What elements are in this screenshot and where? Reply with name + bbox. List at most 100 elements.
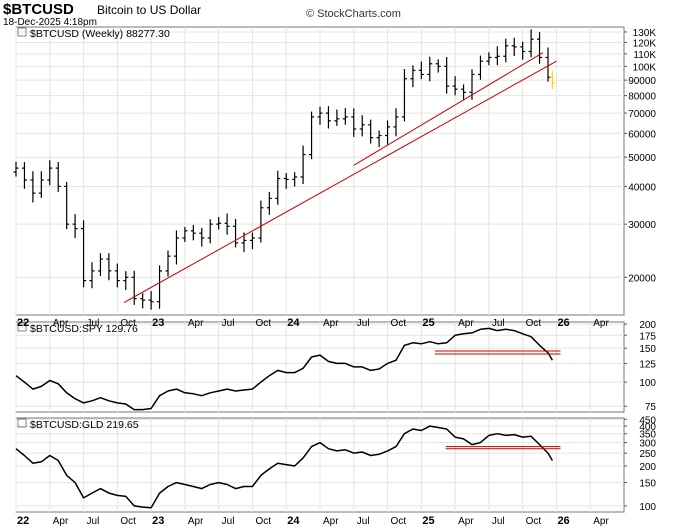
x-tick-label: Jul <box>357 516 370 527</box>
x-tick-label: 22 <box>17 317 29 329</box>
price-bar <box>131 270 137 305</box>
y-tick-label: 175 <box>639 331 656 342</box>
price-bar <box>47 160 53 186</box>
price-bar <box>376 130 382 148</box>
x-tick-label: Apr <box>323 318 339 329</box>
x-tick-label: Jul <box>87 318 100 329</box>
price-bar <box>199 227 205 247</box>
x-tick-label: Oct <box>526 516 542 527</box>
price-bar <box>351 108 357 137</box>
y-tick-label: 450 <box>639 415 656 426</box>
price-bar <box>309 111 315 160</box>
price-bar <box>249 232 255 250</box>
x-tick-label: 25 <box>422 317 434 329</box>
x-tick-label: Jul <box>492 516 505 527</box>
price-bar <box>13 161 19 177</box>
chart-ticker: $BTCUSD <box>3 1 74 18</box>
x-tick-label: Apr <box>593 516 609 527</box>
y-tick-label: 120K <box>633 38 657 49</box>
y-tick-label: 60000 <box>628 129 656 140</box>
x-tick-label: 23 <box>152 515 164 527</box>
price-bar <box>89 262 95 289</box>
price-bar <box>477 55 483 80</box>
price-bar <box>224 213 230 235</box>
y-tick-label: 70000 <box>628 109 656 120</box>
y-tick-label: 200 <box>639 462 656 473</box>
y-tick-label: 20000 <box>628 273 656 284</box>
price-bar <box>106 253 112 281</box>
trendline <box>353 52 544 166</box>
x-tick-label: 24 <box>287 317 300 329</box>
price-bar <box>359 115 365 137</box>
y-tick-label: 250 <box>639 449 656 460</box>
panel-icon <box>17 322 27 332</box>
x-tick-label: Apr <box>53 318 69 329</box>
x-tick-label: Oct <box>391 516 407 527</box>
price-bar <box>300 145 306 185</box>
y-tick-label: 75 <box>645 402 657 413</box>
x-tick-label: Jul <box>222 516 235 527</box>
price-bar <box>182 226 188 243</box>
price-bar <box>334 109 340 126</box>
y-tick-label: 400 <box>639 422 656 433</box>
price-bar <box>258 200 264 243</box>
x-tick-label: Oct <box>255 318 271 329</box>
x-tick-label: Jul <box>357 318 370 329</box>
x-tick-label: Oct <box>120 318 136 329</box>
chart-datetime: 18-Dec-2025 4:18pm <box>3 17 97 28</box>
price-bar <box>393 108 399 137</box>
price-bar <box>444 57 450 94</box>
price-bar <box>140 293 146 309</box>
x-tick-label: Apr <box>188 318 204 329</box>
price-bar <box>64 181 70 230</box>
x-tick-label: Apr <box>458 318 474 329</box>
price-bar <box>368 119 374 144</box>
x-tick-label: 26 <box>557 515 569 527</box>
price-bar <box>494 46 500 66</box>
trendline <box>123 60 557 303</box>
price-bar <box>342 108 348 125</box>
x-tick-label: Apr <box>458 516 474 527</box>
x-tick-label: Jul <box>87 516 100 527</box>
y-tick-label: 300 <box>639 439 656 450</box>
price-bar <box>81 220 87 288</box>
x-axis: 22 Apr Jul Oct 23 Apr Jul Oct 24 Apr Jul Oct 25 Apr Ju… <box>17 317 609 527</box>
price-bar <box>435 59 441 73</box>
ratio-line <box>15 327 554 411</box>
x-tick-label: Jul <box>222 318 235 329</box>
price-bar <box>190 224 196 241</box>
price-bar <box>427 56 433 82</box>
x-tick-label: 22 <box>17 515 29 527</box>
price-bar <box>317 106 323 125</box>
price-bar <box>401 69 407 122</box>
price-bar <box>520 41 526 60</box>
price-bar <box>97 253 103 276</box>
x-tick-label: Apr <box>323 516 339 527</box>
price-bar <box>461 84 467 100</box>
y-tick-label: 100K <box>633 62 657 73</box>
ratio-line <box>15 425 554 509</box>
y-tick-label: 50000 <box>628 153 656 164</box>
x-tick-label: Oct <box>255 516 271 527</box>
price-bar <box>385 120 391 145</box>
y-tick-label: 100 <box>639 378 656 389</box>
panel-icon <box>17 418 27 428</box>
panel-label: $BTCUSD (Weekly) 88277.30 <box>30 28 170 40</box>
x-tick-label: 26 <box>557 317 569 329</box>
price-bar <box>275 170 281 205</box>
price-bar <box>30 171 36 203</box>
price-bar <box>72 214 78 238</box>
x-tick-label: 25 <box>422 515 434 527</box>
y-tick-label: 200 <box>639 320 656 331</box>
price-panel: 20000 30000 40000 50000 60000 70000 80000 90000… <box>13 26 657 316</box>
price-bar <box>157 265 163 309</box>
price-bar <box>165 250 171 277</box>
price-bar <box>325 106 331 129</box>
price-bar <box>55 161 61 192</box>
x-tick-label: Oct <box>391 318 407 329</box>
chart-subtitle: Bitcoin to US Dollar <box>97 3 202 17</box>
x-tick-label: 24 <box>287 515 300 527</box>
y-tick-label: 350 <box>639 430 656 441</box>
